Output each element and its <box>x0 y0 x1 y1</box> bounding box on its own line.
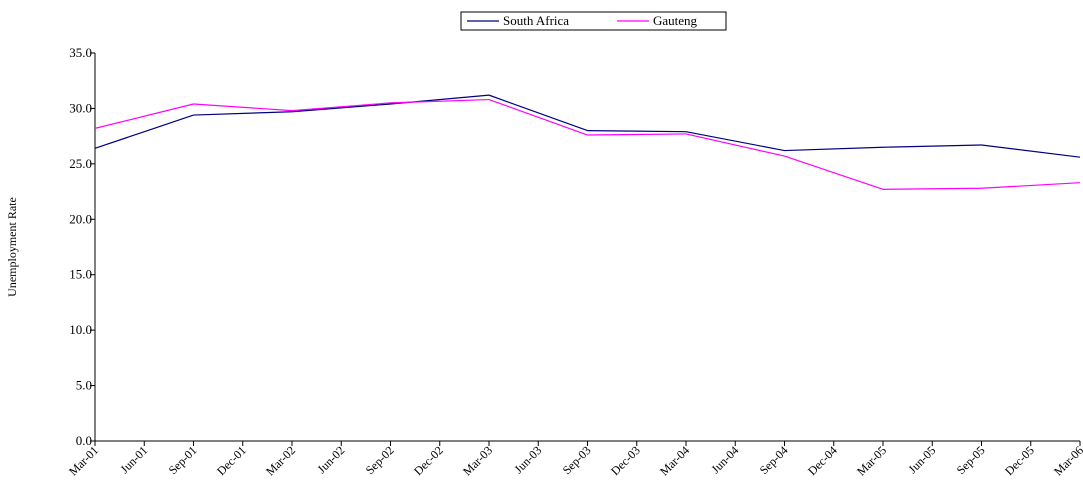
x-tick-label: Dec-04 <box>805 443 840 478</box>
y-axis-label: Unemployment Rate <box>5 197 19 297</box>
line-segment <box>587 133 687 136</box>
y-tick-label: 35.0 <box>69 45 92 60</box>
line-segment <box>685 133 785 157</box>
x-tick-label: Mar-03 <box>460 443 495 478</box>
x-tick-label: Mar-01 <box>66 443 101 478</box>
x-tick-label: Jun-03 <box>511 443 544 476</box>
x-tick-label: Dec-01 <box>214 443 249 478</box>
x-tick-label: Jun-01 <box>117 443 150 476</box>
line-segment <box>685 131 785 152</box>
x-tick-label: Dec-05 <box>1002 443 1037 478</box>
line-segment <box>291 102 391 112</box>
line-segment <box>784 155 884 190</box>
x-tick-label: Sep-01 <box>166 443 200 477</box>
line-segment <box>882 144 982 148</box>
legend-box <box>460 11 727 31</box>
x-tick-label: Dec-02 <box>411 443 446 478</box>
line-segment <box>981 144 1081 158</box>
x-tick-label: Mar-05 <box>854 443 889 478</box>
line-segment <box>981 182 1081 189</box>
x-tick-label: Mar-06 <box>1051 443 1083 478</box>
x-tick-label: Sep-04 <box>757 443 791 477</box>
y-tick-label: 5.0 <box>76 378 92 393</box>
x-tick-label: Dec-03 <box>608 443 643 478</box>
line-segment <box>94 114 194 149</box>
y-tick-label: 0.0 <box>76 433 92 448</box>
x-tick-label: Mar-02 <box>263 443 298 478</box>
legend: South Africa Gauteng <box>460 11 727 31</box>
x-tick-label: Mar-04 <box>657 443 692 478</box>
line-segment <box>94 103 194 129</box>
y-tick-label: 30.0 <box>69 100 92 115</box>
line-segment <box>488 94 588 132</box>
legend-label: Gauteng <box>653 13 698 28</box>
line-segment <box>291 103 391 113</box>
legend-label: South Africa <box>503 13 569 28</box>
y-tick-label: 15.0 <box>69 267 92 282</box>
line-segment <box>882 187 982 190</box>
x-tick-label: Jun-02 <box>314 443 347 476</box>
y-tick-label: 25.0 <box>69 156 92 171</box>
x-tick-label: Sep-02 <box>363 443 397 477</box>
x-tick-label: Sep-05 <box>954 443 988 477</box>
y-tick-label: 20.0 <box>69 211 92 226</box>
line-segment <box>488 98 588 136</box>
line-segment <box>587 130 687 133</box>
x-tick-label: Jun-05 <box>905 443 938 476</box>
line-segment <box>193 111 293 116</box>
line-segment <box>390 98 490 104</box>
x-tick-label: Sep-03 <box>560 443 594 477</box>
line-segment <box>784 146 884 152</box>
x-tick-label: Jun-04 <box>708 443 741 476</box>
y-tick-label: 10.0 <box>69 322 92 337</box>
line-segment <box>193 103 293 112</box>
